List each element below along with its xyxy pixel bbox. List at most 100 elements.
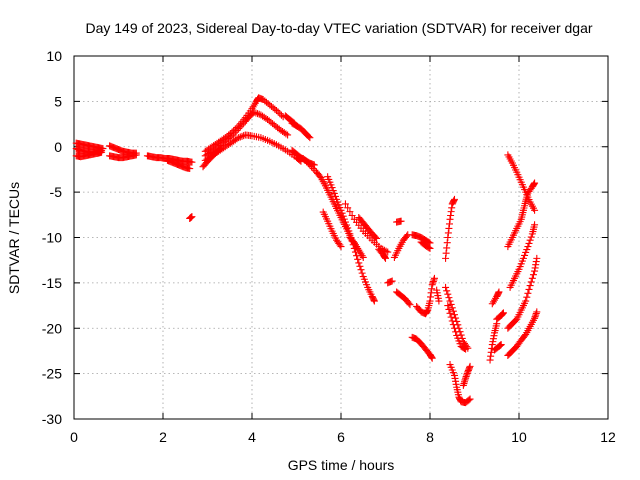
grid xyxy=(74,56,608,419)
x-tick-label: 12 xyxy=(600,429,616,445)
y-axis-tick-labels: -30 -25 -20 -15 -10 -5 0 5 10 xyxy=(42,48,62,427)
series-sat-aj xyxy=(459,362,474,389)
y-tick-label: -20 xyxy=(42,320,62,336)
data-point xyxy=(531,313,539,321)
data-point xyxy=(442,254,450,262)
data-point xyxy=(460,378,468,386)
series-sat-l xyxy=(199,145,225,171)
series-sat-n xyxy=(281,112,298,127)
data-point xyxy=(499,310,507,318)
data-point xyxy=(217,145,225,153)
data-point xyxy=(238,132,246,140)
data-point xyxy=(442,249,450,257)
data-point xyxy=(450,197,458,205)
data-point xyxy=(452,377,460,385)
data-point xyxy=(252,109,260,117)
data-point xyxy=(403,232,411,240)
data-point xyxy=(530,180,538,188)
data-point xyxy=(445,224,453,232)
y-tick-label: -10 xyxy=(42,230,62,246)
data-point xyxy=(425,244,433,252)
data-point xyxy=(524,289,532,297)
data-point xyxy=(526,282,534,290)
data-point xyxy=(447,208,455,216)
data-point xyxy=(495,288,503,296)
y-tick-label: -5 xyxy=(50,184,63,200)
data-point xyxy=(445,294,453,302)
data-point xyxy=(188,158,196,166)
data-point xyxy=(444,234,452,241)
series-sat-ab xyxy=(417,238,434,252)
x-axis-tick-labels: 0 2 4 6 8 10 12 xyxy=(70,429,616,445)
data-point xyxy=(529,271,537,279)
data-point xyxy=(451,374,459,382)
data-point xyxy=(331,192,339,200)
data-point xyxy=(452,328,460,336)
data-point xyxy=(381,253,389,261)
series-sat-q xyxy=(324,173,378,305)
data-point xyxy=(531,179,539,187)
data-point xyxy=(462,374,470,382)
data-point xyxy=(435,297,443,305)
data-point xyxy=(427,293,435,301)
data-point xyxy=(346,208,354,216)
x-axis-label: GPS time / hours xyxy=(288,457,395,473)
data-point xyxy=(528,274,536,282)
data-point xyxy=(449,321,457,329)
data-point xyxy=(384,248,392,256)
data-point xyxy=(328,184,336,192)
data-point xyxy=(446,309,454,317)
data-point xyxy=(306,134,314,142)
data-point xyxy=(357,266,365,274)
data-point xyxy=(531,267,539,275)
data-point xyxy=(487,352,495,360)
data-point xyxy=(524,243,532,251)
data-point xyxy=(236,133,244,141)
data-point xyxy=(463,369,471,377)
y-tick-label: 5 xyxy=(54,93,62,109)
data-point xyxy=(276,110,284,118)
data-point xyxy=(450,195,458,203)
data-point xyxy=(443,244,451,252)
series-sat-ar xyxy=(504,254,541,332)
data-point xyxy=(466,362,474,370)
data-point xyxy=(358,269,366,277)
data-point xyxy=(428,285,436,293)
data-point xyxy=(230,130,238,138)
data-point xyxy=(429,279,437,287)
data-point xyxy=(373,234,381,242)
data-point xyxy=(532,261,540,269)
data-point xyxy=(397,217,405,225)
data-point xyxy=(344,224,352,232)
data-point xyxy=(382,247,390,255)
series-sat-an xyxy=(493,309,507,323)
data-point xyxy=(226,133,234,141)
data-point xyxy=(522,297,530,305)
data-point xyxy=(531,206,539,214)
data-point xyxy=(405,299,413,307)
data-point xyxy=(488,341,496,349)
data-point xyxy=(532,311,540,319)
data-point xyxy=(531,221,539,229)
data-point xyxy=(497,341,505,349)
data-point xyxy=(443,239,451,247)
series-sat-r xyxy=(319,208,345,251)
series-sat-ad xyxy=(408,333,436,362)
data-point xyxy=(460,380,468,388)
data-point xyxy=(406,301,414,309)
data-point xyxy=(340,215,348,223)
series-sat-c xyxy=(72,145,106,156)
data-point xyxy=(447,313,455,321)
axis-ticks xyxy=(73,55,609,420)
data-point xyxy=(532,258,540,266)
data-point xyxy=(532,310,540,318)
data-point xyxy=(462,373,470,381)
data-point xyxy=(271,105,279,113)
data-point xyxy=(531,314,539,322)
data-point xyxy=(519,254,527,262)
series-sat-w xyxy=(390,231,412,261)
y-tick-label: -30 xyxy=(42,411,62,427)
data-point xyxy=(98,146,106,154)
series-sat-ae xyxy=(433,286,443,305)
